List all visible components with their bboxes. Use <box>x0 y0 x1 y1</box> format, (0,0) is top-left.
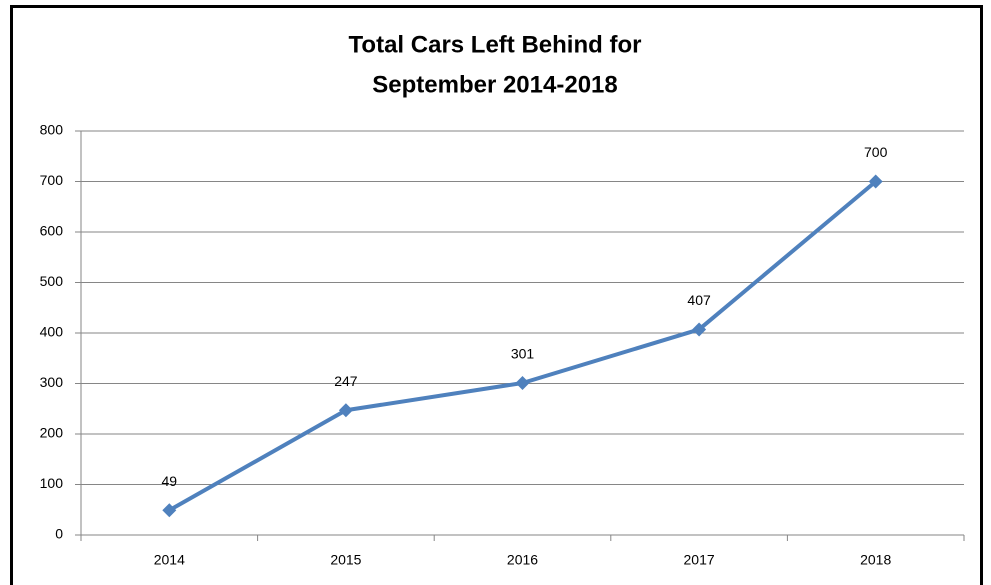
x-tick-label: 2016 <box>507 552 538 568</box>
y-tick-label: 500 <box>40 273 64 289</box>
x-tick-label: 2018 <box>860 552 891 568</box>
data-marker <box>692 322 707 337</box>
data-label: 407 <box>687 292 711 308</box>
data-label: 700 <box>864 144 888 160</box>
chart-title: September 2014-2018 <box>372 71 617 98</box>
y-tick-label: 400 <box>40 324 64 340</box>
data-label: 49 <box>162 473 178 489</box>
x-tick-label: 2017 <box>684 552 715 568</box>
y-tick-label: 300 <box>40 374 64 390</box>
data-marker <box>162 503 177 518</box>
y-tick-label: 200 <box>40 425 64 441</box>
y-tick-label: 0 <box>55 526 63 542</box>
data-label: 247 <box>334 373 358 389</box>
y-tick-label: 600 <box>40 223 64 239</box>
data-label: 301 <box>511 346 535 362</box>
x-tick-label: 2015 <box>330 552 361 568</box>
data-marker <box>868 174 883 189</box>
data-marker <box>515 375 530 390</box>
data-marker <box>338 403 353 418</box>
y-tick-label: 100 <box>40 475 64 491</box>
chart-title: Total Cars Left Behind for <box>349 31 642 58</box>
y-tick-label: 700 <box>40 172 64 188</box>
y-tick-label: 800 <box>40 122 64 138</box>
x-tick-label: 2014 <box>154 552 185 568</box>
